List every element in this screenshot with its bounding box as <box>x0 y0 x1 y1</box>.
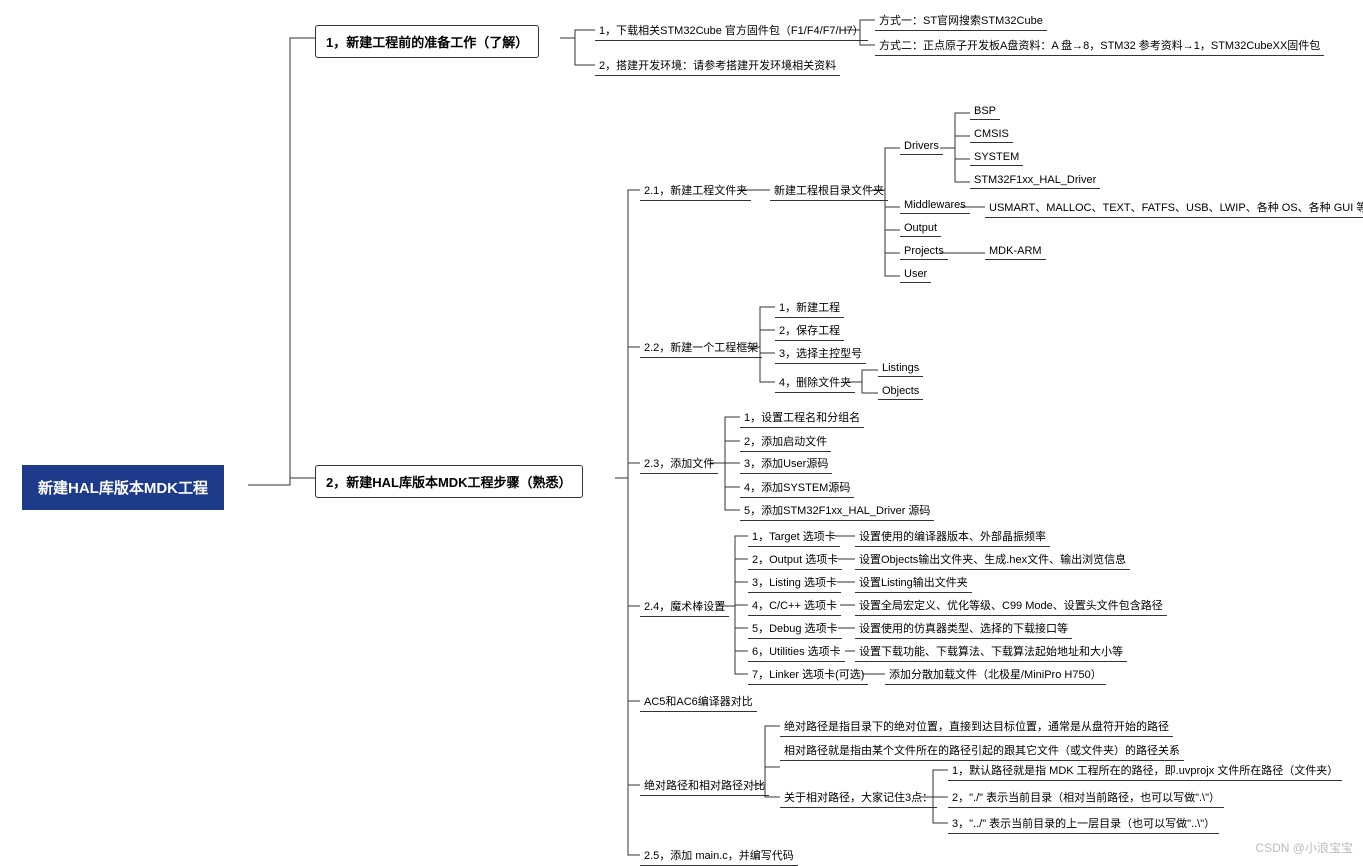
b2-path-abs: 绝对路径是指目录下的绝对位置，直接到达目标位置，通常是从盘符开始的路径 <box>780 716 1173 737</box>
b2-2-4-l: Listings <box>878 360 923 377</box>
b2-4-7: 7，Linker 选项卡(可选) <box>748 664 868 685</box>
b2-3-4: 4，添加SYSTEM源码 <box>740 477 854 498</box>
b2-3-2: 2，添加启动文件 <box>740 431 831 452</box>
b2-2-1: 1，新建工程 <box>775 297 844 318</box>
branch-2: 2，新建HAL库版本MDK工程步骤（熟悉） <box>315 465 583 498</box>
b2-path-rel-t: 关于相对路径，大家记住3点： <box>780 787 937 808</box>
b2-1-d-system: SYSTEM <box>970 149 1023 166</box>
b2-1-out: Output <box>900 220 941 237</box>
b2-path-rel-2: 2，"./" 表示当前目录（相对当前路径，也可以写做".\"） <box>948 787 1224 808</box>
b2-4-5-v: 设置使用的仿真器类型、选择的下载接口等 <box>855 618 1072 639</box>
b2-ac: AC5和AC6编译器对比 <box>640 691 757 712</box>
b2-4-6-v: 设置下载功能、下载算法、下载算法起始地址和大小等 <box>855 641 1127 662</box>
b2-path: 绝对路径和相对路径对比 <box>640 775 769 796</box>
b1-1-2: 方式二：正点原子开发板A盘资料：A 盘→8，STM32 参考资料→1，STM32… <box>875 35 1324 56</box>
b2-1-prj-v: MDK-ARM <box>985 243 1046 260</box>
branch-1: 1，新建工程前的准备工作（了解） <box>315 25 539 58</box>
b2-3: 2.3，添加文件 <box>640 453 718 474</box>
b2-1-mw-v: USMART、MALLOC、TEXT、FATFS、USB、LWIP、各种 OS、… <box>985 197 1363 218</box>
b2-4: 2.4，魔术棒设置 <box>640 596 729 617</box>
b2-4-5: 5，Debug 选项卡 <box>748 618 842 639</box>
b1-2: 2，搭建开发环境：请参考搭建开发环境相关资料 <box>595 55 840 76</box>
b2-4-2-v: 设置Objects输出文件夹、生成.hex文件、输出浏览信息 <box>855 549 1130 570</box>
b2-3-1: 1，设置工程名和分组名 <box>740 407 864 428</box>
b2-path-rel-1: 1，默认路径就是指 MDK 工程所在的路径，即.uvprojx 文件所在路径（文… <box>948 760 1342 781</box>
b2-4-6: 6，Utilities 选项卡 <box>748 641 845 662</box>
b2-2-3: 3，选择主控型号 <box>775 343 866 364</box>
b2-1-root: 新建工程根目录文件夹 <box>770 180 888 201</box>
b2-4-4-v: 设置全局宏定义、优化等级、C99 Mode、设置头文件包含路径 <box>855 595 1167 616</box>
b2-2: 2.2，新建一个工程框架 <box>640 337 762 358</box>
b2-1-d-hal: STM32F1xx_HAL_Driver <box>970 172 1100 189</box>
b2-1-user: User <box>900 266 931 283</box>
b2-4-1-v: 设置使用的编译器版本、外部晶振频率 <box>855 526 1050 547</box>
b2-2-2: 2，保存工程 <box>775 320 844 341</box>
b1-1-1: 方式一：ST官网搜索STM32Cube <box>875 10 1047 31</box>
b2-1-mw: Middlewares <box>900 197 970 214</box>
watermark: CSDN @小浪宝宝 <box>1255 839 1353 856</box>
b2-1-d-bsp: BSP <box>970 103 1000 120</box>
b2-path-rel: 相对路径就是指由某个文件所在的路径引起的跟其它文件（或文件夹）的路径关系 <box>780 740 1184 761</box>
b2-4-4: 4，C/C++ 选项卡 <box>748 595 841 616</box>
b2-3-3: 3，添加User源码 <box>740 453 832 474</box>
b2-3-5: 5，添加STM32F1xx_HAL_Driver 源码 <box>740 500 934 521</box>
b2-2-4-o: Objects <box>878 383 923 400</box>
b2-1: 2.1，新建工程文件夹 <box>640 180 751 201</box>
b2-4-3-v: 设置Listing输出文件夹 <box>855 572 972 593</box>
b2-1-prj: Projects <box>900 243 948 260</box>
b2-2-4: 4，删除文件夹 <box>775 372 855 393</box>
b2-1-drivers: Drivers <box>900 138 943 155</box>
b1-1: 1，下载相关STM32Cube 官方固件包（F1/F4/F7/H7） <box>595 20 868 41</box>
b2-1-d-cmsis: CMSIS <box>970 126 1013 143</box>
b2-4-7-v: 添加分散加载文件（北极星/MiniPro H750） <box>885 664 1106 685</box>
b2-4-2: 2，Output 选项卡 <box>748 549 842 570</box>
b2-4-1: 1，Target 选项卡 <box>748 526 840 547</box>
b2-5: 2.5，添加 main.c，并编写代码 <box>640 845 798 866</box>
b2-4-3: 3，Listing 选项卡 <box>748 572 841 593</box>
root-node: 新建HAL库版本MDK工程 <box>22 465 224 510</box>
b2-path-rel-3: 3，"../" 表示当前目录的上一层目录（也可以写做"..\"） <box>948 813 1219 834</box>
